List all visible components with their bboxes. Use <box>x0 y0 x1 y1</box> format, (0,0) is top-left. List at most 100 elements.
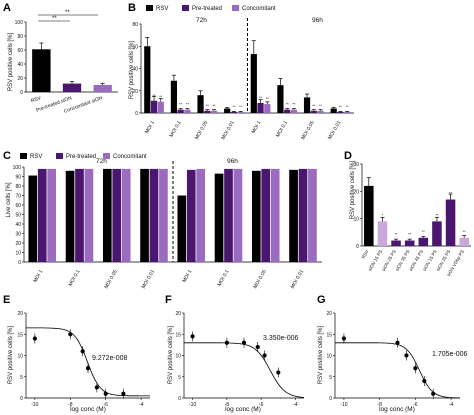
panel-e-xlabel: log conc (M) <box>70 406 106 413</box>
panel-c-ytick-label: 60 <box>15 203 21 209</box>
panel-f-data-point <box>224 340 229 345</box>
panel-g-data-point <box>422 378 427 384</box>
panel-d-bar <box>459 237 469 246</box>
panel-b-ytick-label: 40 <box>132 67 138 73</box>
panel-c-bar <box>177 195 187 262</box>
panel-b-sig: ** <box>186 102 190 107</box>
panel-b-sig: ** <box>206 103 210 108</box>
panel-b-bar <box>210 110 218 113</box>
panel-e-ytick-label: 0 <box>20 396 23 402</box>
panel-e-fit-curve <box>26 327 150 397</box>
panel-c-bar <box>65 170 75 262</box>
panel-f-xtick-label: -6 <box>259 402 264 408</box>
panel-e-data-point <box>94 385 99 390</box>
panel-d-bar <box>391 240 401 246</box>
panel-d-ytick-label: 20 <box>353 189 359 195</box>
panel-c-bar <box>308 168 317 262</box>
panel-b-bar <box>150 100 158 113</box>
panel-e-ec50: 9.272e-008 <box>92 355 128 362</box>
panel-b-bar <box>284 109 291 113</box>
panel-b-legend-rsv: RSV <box>156 6 168 12</box>
panel-c-ytick-label: 100 <box>13 165 22 171</box>
panel-e-xtick-label: -10 <box>31 402 38 408</box>
panel-e-xtick-label: -8 <box>68 402 73 408</box>
panel-b-ytick-label: 20 <box>132 89 138 95</box>
panel-b-bar <box>170 80 178 113</box>
panel-d-sig: ** <box>463 229 467 234</box>
panel-c-bar <box>28 175 38 262</box>
panel-b-bar <box>184 109 191 113</box>
panel-c-bar <box>47 168 57 262</box>
panel-b-xtick-label: MOI 0.01 <box>327 120 343 141</box>
panel-b-xtick-label: MOI 0.01 <box>220 120 236 141</box>
panel-d-bar <box>364 185 374 246</box>
panel-f-ytick-label: 20 <box>175 311 181 317</box>
panel-c-ylabel: Live cells [%] <box>6 182 12 217</box>
panel-f-xlabel: log conc (M) <box>225 406 261 413</box>
panel-c-ytick-label: 50 <box>15 213 21 219</box>
panel-f-ytick-label: 10 <box>175 354 181 360</box>
panel-g-xtick-label: -10 <box>340 402 347 408</box>
panel-c-bar <box>75 168 84 262</box>
panel-b-xtick-label: MOI 1 <box>251 120 263 135</box>
panel-b-sig: ** <box>152 93 156 98</box>
panel-b-legend-conc: Concomitant <box>242 6 276 12</box>
panel-b-xtick-label: MOI 0.05 <box>300 120 316 141</box>
panel-e-data-point <box>80 349 85 354</box>
panel-c-legend-rsv: RSV <box>30 154 42 160</box>
panel-a-bar <box>93 85 112 92</box>
panel-d-sig: ** <box>408 232 412 237</box>
panel-c-bar <box>261 168 271 262</box>
panel-d-bar <box>445 199 456 246</box>
panel-b-bar <box>197 95 204 113</box>
panel-c-legend-pre-swatch <box>56 153 63 159</box>
panel-e-data-point <box>32 336 37 341</box>
panel-c-xtick-label: MOI 0.01 <box>141 269 157 290</box>
panel-b-bar <box>237 111 244 113</box>
panel-d-sig: ** <box>422 229 426 234</box>
panel-c-xtick-label: MOI 0.1 <box>217 269 231 288</box>
panel-c-legend-conc-swatch <box>103 153 110 159</box>
panel-g-ytick-label: 20 <box>326 311 332 317</box>
panel-b-sig: ** <box>159 94 163 99</box>
panel-c-ytick-label: 40 <box>15 222 21 228</box>
panel-b-time-96h: 96h <box>312 17 323 24</box>
panel-f-data-point <box>262 353 267 358</box>
panel-c-bar <box>149 168 159 262</box>
panel-a-ytick-label: 60 <box>17 48 23 54</box>
panel-b-bar <box>277 85 284 113</box>
panel-letter-e: E <box>3 294 10 306</box>
panel-c-ytick-label: 80 <box>15 184 21 190</box>
panel-c-bar <box>270 168 280 262</box>
panel-c-bar <box>289 169 298 262</box>
panel-b-ytick-label: 60 <box>132 44 138 50</box>
panel-g-data-point <box>341 336 347 341</box>
panel-e-ytick-label: 15 <box>17 332 23 338</box>
panel-c-bar <box>298 168 308 262</box>
panel-c-xtick-label: MOI 0.05 <box>103 269 119 290</box>
panel-c-ytick-label: 10 <box>15 251 21 257</box>
panel-c-bar <box>186 169 196 262</box>
panel-g-ytick-label: 15 <box>326 332 332 338</box>
panel-c-time-72h: 72h <box>96 158 107 165</box>
panel-c-bar <box>159 168 168 262</box>
panel-c-xtick-label: MOI 1 <box>32 269 44 284</box>
panel-letter-a: A <box>3 2 11 14</box>
panel-letter-b: B <box>128 2 136 14</box>
panel-b-bar <box>310 110 317 113</box>
panel-b-legend-conc-swatch <box>232 5 239 11</box>
panel-b-sig: ** <box>232 104 236 109</box>
panel-e-xtick-label: -4 <box>139 402 144 408</box>
panel-g-ytick-label: 5 <box>329 375 332 381</box>
panel-b-sig: ** <box>286 102 290 107</box>
panel-c-ytick-label: 70 <box>15 194 21 200</box>
panel-a-xtick-label: RSV <box>30 95 42 104</box>
panel-g-xlabel: log conc (M) <box>379 406 415 413</box>
panel-g-data-point <box>431 391 436 396</box>
panel-f-data-point <box>190 334 195 339</box>
panel-b-bar <box>224 108 231 113</box>
panel-c-bar <box>84 168 94 262</box>
panel-g-data-point <box>404 353 409 358</box>
panel-letter-g: G <box>317 294 326 306</box>
panel-c-bar <box>224 168 233 262</box>
